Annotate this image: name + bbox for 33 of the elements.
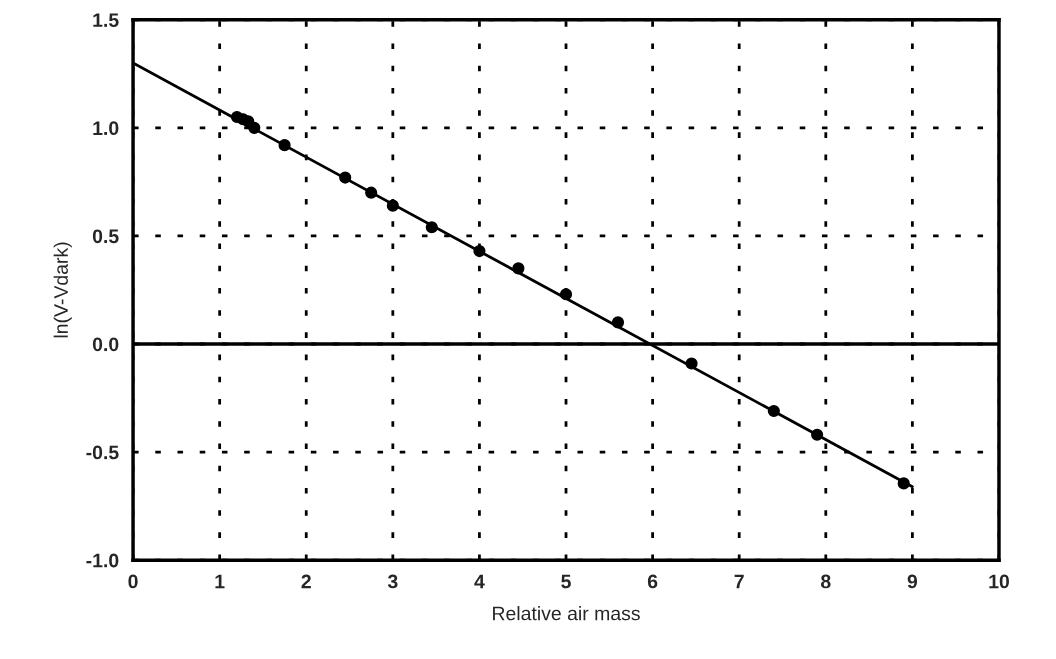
y-tick-label: -0.5 xyxy=(86,445,119,460)
x-tick-label: 1 xyxy=(215,574,225,589)
point xyxy=(767,404,780,418)
x-axis-title: Relative air mass xyxy=(493,606,640,621)
point xyxy=(365,186,378,199)
point xyxy=(473,244,486,258)
x-tick-label: 9 xyxy=(907,574,918,589)
x-tick-label: 3 xyxy=(387,574,398,589)
x-tick-label: 5 xyxy=(561,574,571,589)
y-tick-label: 1.5 xyxy=(93,13,119,28)
x-tick-label: 6 xyxy=(647,574,658,589)
y-tick-label: -1.0 xyxy=(86,553,119,568)
point xyxy=(611,316,625,329)
x-tick-label: 2 xyxy=(301,574,311,589)
y-tick-label: 0.5 xyxy=(92,229,119,244)
y-tick-label: 1.0 xyxy=(93,121,119,136)
point xyxy=(559,288,573,301)
x-tick-label: 7 xyxy=(734,574,744,589)
point xyxy=(512,262,525,275)
x-tick-label: 4 xyxy=(474,574,485,589)
point xyxy=(685,357,698,370)
y-tick-label: 0.0 xyxy=(92,337,119,352)
y-axis-title: ln(V-Vdark) xyxy=(53,242,72,338)
point xyxy=(811,428,824,441)
point xyxy=(339,171,352,184)
point xyxy=(897,477,910,490)
point xyxy=(386,199,399,212)
x-tick-label: 8 xyxy=(821,574,831,589)
x-tick-label: 10 xyxy=(989,574,1009,589)
point xyxy=(278,139,291,152)
point xyxy=(248,121,261,134)
x-tick-label: 0 xyxy=(128,574,138,589)
point xyxy=(425,221,438,234)
